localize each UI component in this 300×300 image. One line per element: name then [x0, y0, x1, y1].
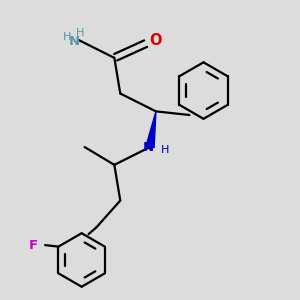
Polygon shape	[146, 111, 156, 148]
Text: H: H	[76, 28, 84, 38]
Text: H: H	[161, 145, 169, 155]
Text: N: N	[69, 35, 80, 48]
Text: N: N	[143, 141, 154, 154]
Text: F: F	[29, 238, 38, 252]
Text: H: H	[63, 32, 72, 42]
Text: O: O	[149, 33, 162, 48]
